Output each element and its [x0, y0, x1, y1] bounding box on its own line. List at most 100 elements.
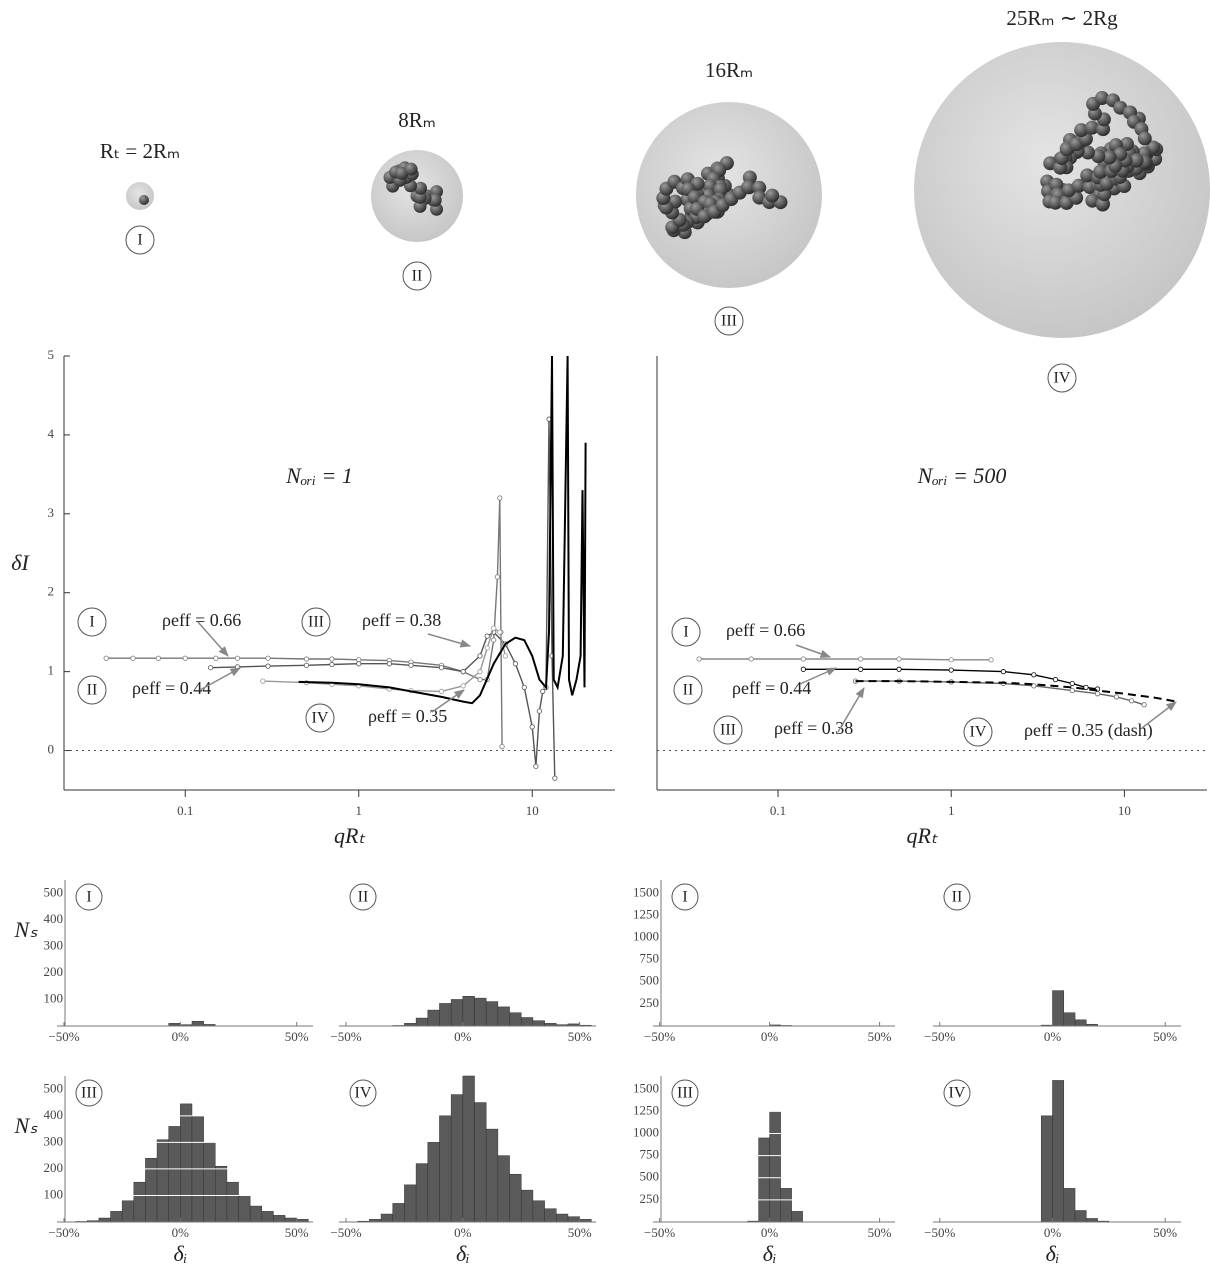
bar	[1052, 1080, 1065, 1223]
point	[477, 653, 483, 659]
point	[533, 763, 539, 769]
bar	[450, 999, 464, 1027]
molecule-bead	[1113, 147, 1128, 162]
point	[494, 574, 501, 580]
y-tick-label: 300	[44, 1133, 64, 1148]
point	[234, 655, 241, 661]
bar	[261, 1211, 274, 1223]
x-axis-label: δᵢ	[1046, 1241, 1060, 1266]
tag-label: I	[137, 232, 142, 249]
series-line	[298, 356, 587, 705]
y-tick-label: 100	[44, 1186, 64, 1201]
point	[265, 663, 271, 669]
y-tick-label: 500	[640, 973, 660, 988]
x-tick-label: 1	[355, 803, 362, 818]
y-tick-label: 400	[44, 1107, 64, 1122]
bar	[415, 1163, 429, 1223]
tag-label: II	[952, 889, 963, 906]
y-tick-label: 250	[640, 1191, 660, 1206]
annotation: ρeff = 0.38	[362, 610, 441, 630]
x-tick-label: 0%	[454, 1225, 472, 1240]
tag-circle	[75, 883, 103, 911]
y-tick-label: 100	[44, 990, 64, 1005]
y-tick-label: 500	[44, 1080, 64, 1095]
point	[1069, 687, 1075, 694]
bar	[1063, 1012, 1076, 1027]
point	[748, 656, 754, 662]
plot-area	[696, 656, 1177, 708]
point	[103, 655, 109, 661]
y-axis-label: δI	[11, 550, 30, 575]
molecule-bead	[413, 190, 427, 204]
point	[858, 666, 864, 672]
y-tick-label: 200	[44, 964, 64, 979]
x-tick-label: 0%	[1044, 1029, 1062, 1044]
bar	[567, 1216, 580, 1223]
point	[988, 657, 994, 663]
molecule-bead	[1071, 178, 1086, 193]
x-tick-label: 50%	[285, 1225, 309, 1240]
tag-label: I	[86, 889, 91, 906]
molecule-bead	[741, 180, 756, 195]
point	[208, 665, 214, 671]
point	[1052, 676, 1059, 683]
bar	[532, 1200, 545, 1223]
molecule-bead	[1095, 91, 1110, 106]
point	[948, 667, 954, 673]
tag-circle	[402, 261, 432, 291]
bar	[462, 996, 475, 1027]
bar	[1063, 1188, 1076, 1223]
point	[1113, 694, 1120, 700]
y-tick-label: 500	[640, 1169, 660, 1184]
y-tick-label: 4	[48, 426, 55, 441]
bar	[520, 1189, 534, 1223]
molecule-bead	[765, 188, 780, 203]
y-tick-label: 1250	[633, 906, 659, 921]
bar	[1040, 1115, 1053, 1223]
point	[499, 743, 505, 750]
point	[502, 653, 508, 659]
point	[265, 655, 271, 661]
bar	[439, 1115, 452, 1223]
tag-circle	[1047, 363, 1077, 393]
annotation-arrow	[799, 667, 837, 685]
sphere-label: Rₜ = 2Rₘ	[100, 139, 180, 163]
chart-title: Nₒᵣᵢ = 500	[917, 463, 1007, 488]
molecule-bead	[1137, 131, 1152, 146]
bar	[226, 1181, 239, 1223]
bar	[544, 1208, 557, 1223]
bar	[439, 1003, 452, 1027]
bar	[284, 1217, 297, 1223]
point	[1031, 683, 1037, 689]
tag-circle	[349, 883, 377, 911]
tag-circle	[671, 617, 701, 647]
bar	[98, 1217, 111, 1223]
x-tick-label: −50%	[924, 1029, 955, 1044]
point	[329, 661, 335, 668]
bar	[110, 1211, 123, 1223]
bar	[1052, 990, 1065, 1027]
tag-label: III	[721, 313, 737, 330]
point	[303, 656, 310, 662]
point	[491, 625, 497, 631]
molecule-bead	[428, 193, 442, 207]
point	[948, 657, 954, 663]
point	[800, 666, 806, 672]
x-tick-label: −50%	[330, 1029, 361, 1044]
bar	[1074, 1019, 1087, 1027]
annotation-arrow	[795, 644, 831, 658]
point	[1069, 680, 1075, 687]
y-tick-label: 500	[44, 884, 64, 899]
bar	[758, 1137, 770, 1223]
bar	[415, 1017, 429, 1027]
point	[696, 656, 702, 662]
tag-circle	[75, 1079, 103, 1107]
point	[303, 662, 310, 668]
point	[536, 708, 543, 714]
point	[896, 666, 902, 672]
point	[155, 655, 161, 661]
point	[497, 629, 503, 635]
annotation-arrow	[199, 667, 241, 691]
tag-label: IV	[949, 1085, 966, 1102]
x-tick-label: 0.1	[177, 803, 193, 818]
